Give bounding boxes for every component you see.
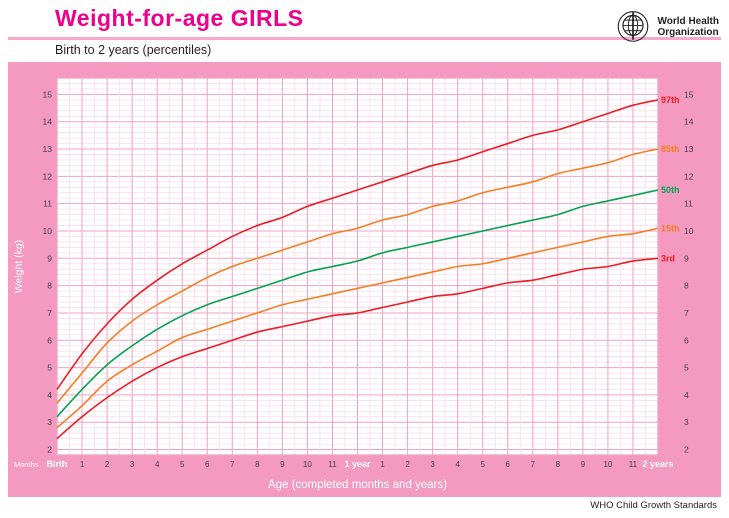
y-tick-label-left: 14 — [43, 117, 53, 127]
y-tick-label-left: 7 — [47, 308, 52, 318]
who-logo: World Health Organization — [614, 8, 719, 46]
x-axis-title: Age (completed months and years) — [268, 479, 447, 491]
header: Weight-for-age GIRLS Birth to 2 years (p… — [0, 0, 729, 62]
chart-panel: 2 2 3 3 4 4 5 5 6 6 7 7 8 8 9 9 10 10 11 11 12 12 13 13 14 14 15 15… — [8, 62, 721, 497]
x-tick-label: 10 — [603, 460, 612, 469]
series-label-85th: 85th — [661, 144, 680, 154]
x-tick-label: 9 — [280, 460, 285, 469]
series-path-97th — [56, 99, 659, 390]
footer-credit: WHO Child Growth Standards — [590, 500, 717, 511]
page-subtitle: Birth to 2 years (percentiles) — [55, 43, 212, 57]
x-tick-label: 8 — [556, 460, 561, 469]
x-tick-label: 4 — [155, 460, 160, 469]
series-path-15th — [56, 227, 659, 429]
series-path-85th — [56, 148, 659, 404]
y-tick-label-right: 15 — [684, 89, 694, 99]
series-path-3rd — [56, 257, 659, 440]
who-logo-text: World Health Organization — [658, 16, 719, 38]
y-tick-label-right: 6 — [684, 335, 689, 345]
who-logo-line2: Organization — [657, 27, 719, 38]
y-tick-label-right: 11 — [684, 199, 693, 209]
y-tick-label-left: 6 — [47, 335, 52, 345]
x-tick-label: Birth — [47, 459, 68, 469]
x-tick-label: 11 — [328, 460, 337, 469]
x-tick-label: 11 — [629, 460, 638, 469]
y-tick-label-right: 3 — [684, 417, 689, 427]
series-label-3rd: 3rd — [661, 253, 675, 263]
months-unit-label: Months — [14, 460, 39, 469]
page-title: Weight-for-age GIRLS — [55, 5, 304, 31]
y-tick-label-left: 4 — [47, 390, 52, 400]
y-tick-label-left: 13 — [43, 144, 53, 154]
y-tick-label-right: 14 — [684, 117, 694, 127]
y-tick-label-left: 15 — [43, 89, 53, 99]
x-tick-label: 8 — [255, 460, 260, 469]
series-path-50th — [56, 189, 659, 418]
y-axis-title: Weight (kg) — [13, 240, 25, 294]
y-tick-label-right: 8 — [684, 281, 689, 291]
header-divider — [8, 37, 721, 40]
y-tick-label-right: 4 — [684, 390, 689, 400]
x-tick-label: 3 — [430, 460, 435, 469]
y-tick-label-right: 5 — [684, 363, 689, 373]
y-tick-label-left: 10 — [43, 226, 53, 236]
x-tick-label: 1 year — [344, 459, 371, 469]
x-tick-label: 6 — [506, 460, 511, 469]
y-tick-label-left: 9 — [47, 253, 52, 263]
x-tick-label: 6 — [205, 460, 210, 469]
x-tick-label: 10 — [303, 460, 312, 469]
y-tick-label-left: 11 — [43, 199, 52, 209]
series-label-50th: 50th — [661, 185, 680, 195]
y-tick-label-right: 12 — [684, 171, 694, 181]
series-label-97th: 97th — [661, 95, 680, 105]
x-tick-label: 2 years — [642, 459, 673, 469]
who-logo-line1: World Health — [657, 16, 719, 27]
y-tick-label-right: 2 — [684, 445, 689, 455]
y-tick-label-left: 12 — [43, 171, 53, 181]
x-tick-label: 7 — [230, 460, 235, 469]
plot-border — [56, 77, 659, 456]
y-tick-label-right: 9 — [684, 253, 689, 263]
x-tick-label: 4 — [455, 460, 460, 469]
y-tick-label-left: 2 — [47, 445, 52, 455]
x-tick-label: 2 — [405, 460, 410, 469]
y-tick-label-left: 8 — [47, 281, 52, 291]
x-tick-label: 7 — [531, 460, 536, 469]
x-tick-label: 1 — [80, 460, 85, 469]
x-tick-label: 5 — [480, 460, 485, 469]
y-tick-label-right: 13 — [684, 144, 694, 154]
series-label-15th: 15th — [661, 223, 680, 233]
who-emblem-icon — [617, 11, 648, 42]
x-tick-label: 1 — [380, 460, 385, 469]
y-tick-label-right: 10 — [684, 226, 694, 236]
x-tick-label: 2 — [105, 460, 110, 469]
x-tick-label: 9 — [581, 460, 586, 469]
y-tick-label-left: 5 — [47, 363, 52, 373]
footer: WHO Child Growth Standards — [0, 497, 729, 518]
y-tick-label-left: 3 — [47, 417, 52, 427]
y-tick-label-right: 7 — [684, 308, 689, 318]
x-tick-label: 3 — [130, 460, 135, 469]
x-tick-label: 5 — [180, 460, 185, 469]
